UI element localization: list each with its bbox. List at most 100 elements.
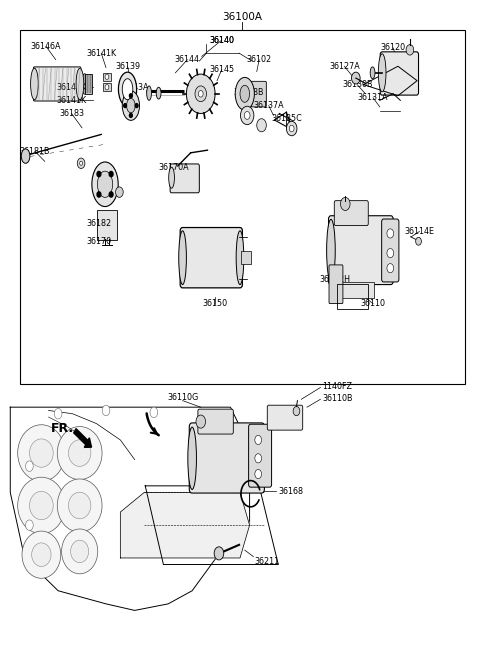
Bar: [336, 284, 368, 309]
FancyBboxPatch shape: [382, 219, 399, 282]
Circle shape: [416, 237, 421, 245]
Circle shape: [255, 454, 262, 463]
Ellipse shape: [21, 149, 30, 164]
Ellipse shape: [119, 72, 137, 106]
Text: 36145: 36145: [209, 65, 234, 74]
Circle shape: [77, 158, 85, 169]
Text: 36102: 36102: [247, 55, 272, 64]
Text: 36211: 36211: [254, 556, 279, 566]
Circle shape: [130, 114, 132, 118]
Circle shape: [105, 74, 109, 79]
Circle shape: [124, 104, 127, 108]
FancyBboxPatch shape: [334, 200, 368, 225]
Bar: [241, 251, 252, 264]
Circle shape: [150, 407, 157, 418]
Text: 36131A: 36131A: [358, 93, 388, 102]
Text: 36183: 36183: [59, 109, 84, 118]
Bar: [103, 83, 111, 91]
Text: 36141K: 36141K: [57, 83, 86, 92]
Text: 36110: 36110: [360, 299, 385, 308]
Circle shape: [406, 45, 414, 55]
Circle shape: [109, 192, 113, 197]
Text: 36110B: 36110B: [323, 394, 353, 403]
FancyBboxPatch shape: [180, 227, 242, 288]
Ellipse shape: [32, 543, 51, 566]
Circle shape: [198, 91, 203, 97]
FancyBboxPatch shape: [189, 423, 264, 493]
Circle shape: [289, 125, 294, 132]
Text: 36168: 36168: [278, 487, 303, 495]
Text: 36141K: 36141K: [86, 49, 116, 58]
Circle shape: [97, 171, 101, 177]
Circle shape: [80, 162, 83, 166]
Text: 36139: 36139: [115, 62, 140, 71]
Ellipse shape: [57, 479, 102, 532]
FancyBboxPatch shape: [170, 164, 199, 193]
Ellipse shape: [122, 91, 140, 120]
FancyBboxPatch shape: [249, 424, 272, 487]
Ellipse shape: [188, 427, 196, 489]
Ellipse shape: [122, 79, 133, 100]
Circle shape: [54, 409, 62, 419]
Circle shape: [105, 85, 109, 90]
Ellipse shape: [235, 78, 254, 110]
Ellipse shape: [240, 85, 250, 102]
Ellipse shape: [69, 492, 91, 519]
Ellipse shape: [179, 231, 186, 284]
Ellipse shape: [326, 219, 335, 282]
Ellipse shape: [30, 491, 53, 520]
Circle shape: [116, 187, 123, 197]
Text: 36112H: 36112H: [319, 275, 350, 284]
Ellipse shape: [127, 99, 135, 113]
Ellipse shape: [236, 231, 244, 284]
Bar: [20, 30, 465, 384]
Text: 36135C: 36135C: [272, 114, 302, 124]
FancyBboxPatch shape: [328, 215, 393, 284]
Text: 36182: 36182: [86, 219, 111, 228]
Ellipse shape: [92, 162, 118, 206]
Circle shape: [240, 106, 254, 125]
Bar: [103, 73, 111, 81]
Text: 1140FZ: 1140FZ: [323, 382, 352, 391]
Circle shape: [340, 197, 350, 210]
Ellipse shape: [147, 86, 152, 101]
Ellipse shape: [378, 54, 386, 92]
Text: 36170: 36170: [86, 237, 111, 246]
Circle shape: [135, 104, 138, 108]
Text: 36100A: 36100A: [222, 12, 263, 22]
Ellipse shape: [76, 68, 84, 100]
Ellipse shape: [69, 440, 91, 466]
Circle shape: [244, 112, 250, 120]
Text: 36140: 36140: [209, 35, 234, 45]
Ellipse shape: [61, 529, 98, 574]
Polygon shape: [120, 492, 250, 558]
Circle shape: [102, 405, 110, 416]
Circle shape: [293, 407, 300, 416]
Circle shape: [255, 436, 262, 445]
Circle shape: [257, 119, 266, 132]
Text: 36137A: 36137A: [253, 101, 284, 110]
Circle shape: [387, 229, 394, 238]
Ellipse shape: [18, 477, 65, 534]
Text: 36170A: 36170A: [158, 164, 189, 172]
Circle shape: [130, 94, 132, 98]
Ellipse shape: [71, 540, 89, 562]
Ellipse shape: [370, 67, 375, 79]
Ellipse shape: [18, 424, 65, 482]
Circle shape: [196, 415, 205, 428]
FancyBboxPatch shape: [380, 52, 419, 95]
Ellipse shape: [82, 74, 87, 94]
Text: 36141K: 36141K: [57, 96, 86, 105]
Circle shape: [186, 74, 215, 114]
Text: FR.: FR.: [51, 422, 74, 435]
Circle shape: [25, 461, 33, 472]
Text: 36181B: 36181B: [20, 147, 50, 156]
Text: 36120: 36120: [381, 43, 406, 53]
FancyBboxPatch shape: [330, 282, 374, 298]
Circle shape: [195, 86, 206, 102]
Ellipse shape: [156, 87, 161, 99]
FancyArrow shape: [74, 428, 92, 447]
FancyBboxPatch shape: [34, 67, 81, 101]
Ellipse shape: [97, 171, 113, 197]
FancyBboxPatch shape: [267, 405, 303, 430]
